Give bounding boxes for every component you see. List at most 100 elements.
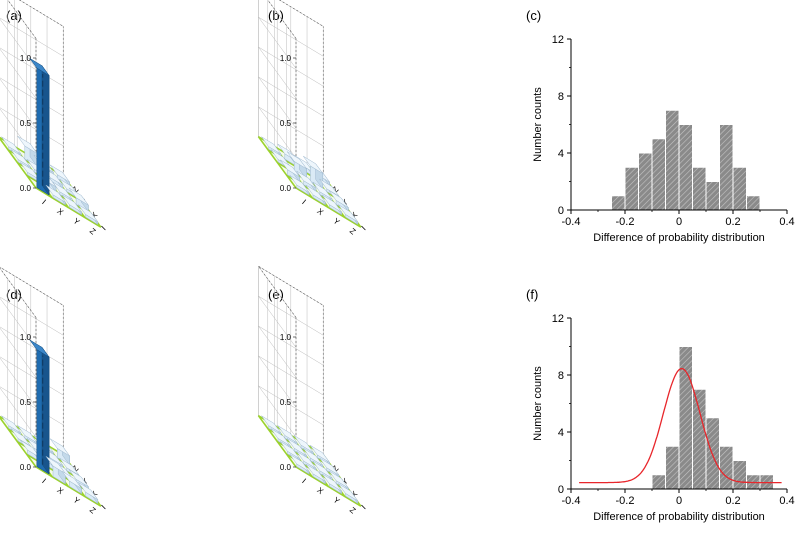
bar3d bbox=[45, 456, 66, 485]
bar-top bbox=[261, 415, 282, 434]
box-edge bbox=[267, 0, 324, 39]
bar-top bbox=[319, 457, 340, 476]
bar3d bbox=[29, 58, 50, 196]
col-label: Y bbox=[340, 197, 351, 208]
bar-top bbox=[303, 155, 324, 174]
y-tick-label: 12 bbox=[552, 313, 564, 325]
z-tick-label: 0.0 bbox=[20, 463, 32, 472]
bar-top bbox=[338, 204, 359, 223]
x-tick-label: 0.4 bbox=[779, 216, 794, 228]
col-label: X bbox=[89, 210, 100, 221]
bar3d bbox=[61, 194, 82, 216]
col-label: Z bbox=[71, 464, 81, 474]
bar3d bbox=[289, 175, 310, 196]
y-axis-label: Number counts bbox=[532, 366, 544, 441]
x-tick-label: 0.4 bbox=[779, 495, 794, 507]
bar3d bbox=[78, 482, 99, 505]
bar-top bbox=[296, 451, 317, 469]
z-tick-label: 1.0 bbox=[280, 54, 292, 63]
bar-top bbox=[45, 456, 66, 474]
row-label: Y bbox=[71, 216, 81, 227]
col-label: X bbox=[89, 489, 100, 500]
row-label: Z bbox=[348, 226, 358, 236]
bar3d bbox=[68, 187, 89, 213]
col-label: Z bbox=[331, 464, 341, 474]
col-label: X bbox=[349, 489, 360, 500]
bar3d bbox=[61, 471, 82, 495]
histogram-bar bbox=[719, 445, 734, 490]
bar-top bbox=[270, 428, 291, 447]
col-label: Y bbox=[80, 476, 91, 487]
y-tick-label: 8 bbox=[558, 370, 564, 382]
y-tick-label: 8 bbox=[558, 91, 564, 103]
bar-top bbox=[49, 438, 70, 457]
col-label: I bbox=[360, 224, 368, 232]
bar3d bbox=[17, 135, 38, 168]
panel-label-f: (f) bbox=[526, 287, 539, 302]
y-axis-label: Number counts bbox=[532, 87, 544, 162]
x-tick-label: -0.2 bbox=[616, 495, 635, 507]
histogram-bar bbox=[678, 346, 693, 490]
wall-gridline bbox=[0, 17, 64, 69]
bar-top bbox=[328, 190, 349, 208]
bar-top bbox=[312, 460, 333, 479]
bar3d bbox=[321, 473, 342, 495]
bar-top bbox=[20, 439, 40, 458]
col-label: X bbox=[349, 210, 360, 221]
bar-top bbox=[312, 181, 333, 200]
y-tick-label: 0 bbox=[558, 205, 564, 217]
bar3d bbox=[29, 339, 50, 475]
panel-label-a: (a) bbox=[6, 8, 22, 23]
z-tick-label: 1.0 bbox=[20, 333, 32, 342]
bar-top bbox=[289, 454, 310, 472]
bar-top bbox=[1, 136, 22, 155]
y-tick-label: 0 bbox=[558, 484, 564, 496]
row-label: X bbox=[55, 486, 65, 497]
row-label: Y bbox=[71, 495, 81, 506]
bar-top bbox=[321, 194, 342, 213]
bar-top bbox=[61, 471, 82, 489]
x-tick-label: -0.4 bbox=[562, 216, 581, 228]
bar-top bbox=[286, 151, 307, 170]
panel-label-c: (c) bbox=[526, 8, 542, 23]
bar-top bbox=[29, 339, 50, 358]
z-tick-label: 0.0 bbox=[280, 184, 292, 193]
row-label: X bbox=[315, 207, 325, 218]
bar3d bbox=[45, 184, 66, 206]
bar-top bbox=[293, 435, 314, 453]
x-tick-label: -0.2 bbox=[616, 216, 635, 228]
bar-top bbox=[289, 175, 310, 193]
col-label: Y bbox=[340, 476, 351, 487]
z-tick-label: 1.0 bbox=[280, 333, 292, 342]
bar-top bbox=[29, 58, 50, 76]
bar3d bbox=[289, 454, 310, 475]
bar-top bbox=[321, 473, 342, 492]
row-label: I bbox=[40, 477, 47, 485]
bar3d bbox=[338, 483, 359, 505]
bar-top bbox=[296, 170, 317, 189]
panel-label-d: (d) bbox=[6, 287, 22, 302]
panel-label-b: (b) bbox=[268, 8, 284, 23]
histogram-bar bbox=[651, 474, 666, 490]
x-tick-label: 0.2 bbox=[725, 216, 740, 228]
bar-top bbox=[328, 470, 349, 489]
histogram-bar bbox=[705, 417, 720, 490]
bar3d bbox=[321, 194, 342, 216]
row-label: Y bbox=[331, 495, 341, 506]
x-tick-label: 0.2 bbox=[725, 495, 740, 507]
bar3d bbox=[78, 204, 99, 226]
col-label: I bbox=[100, 224, 108, 232]
box-edge bbox=[258, 265, 324, 318]
bar-top bbox=[319, 178, 340, 197]
x-tick-label: -0.4 bbox=[562, 495, 581, 507]
bar-top bbox=[280, 441, 300, 459]
row-label: X bbox=[315, 486, 325, 497]
bar-top bbox=[61, 194, 82, 213]
bar-top bbox=[305, 184, 326, 203]
box-edge bbox=[0, 266, 64, 318]
